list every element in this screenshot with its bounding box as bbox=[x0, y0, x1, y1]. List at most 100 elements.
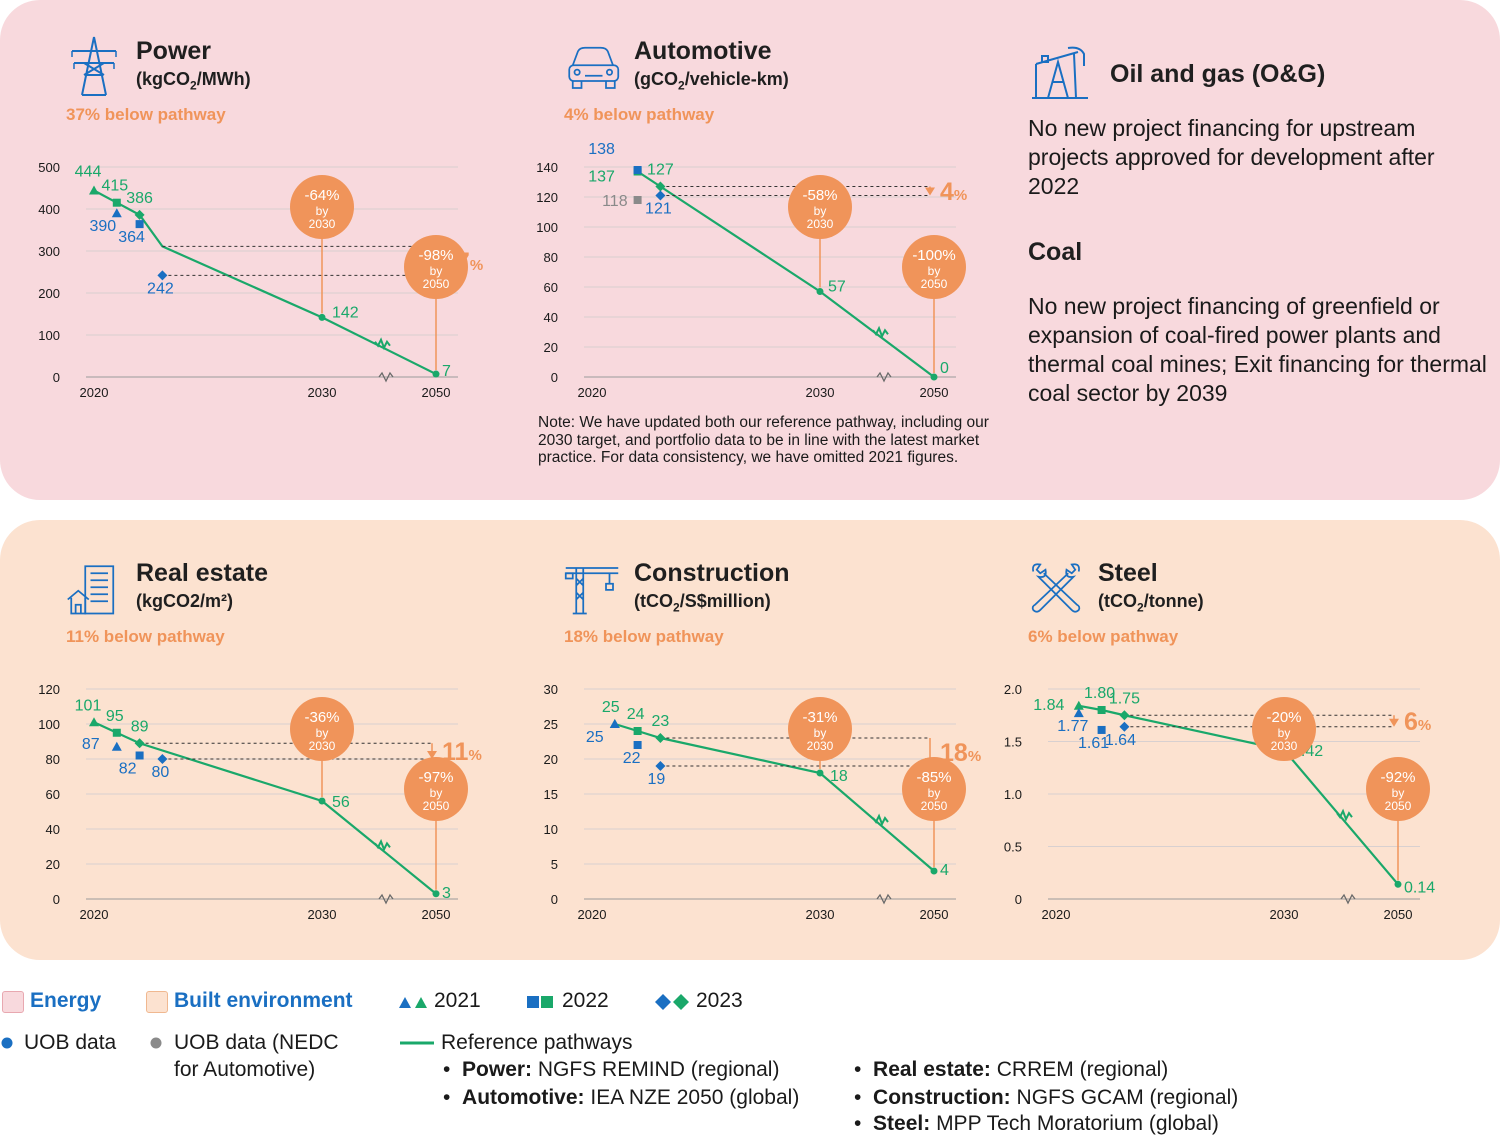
steel-ref-point bbox=[1394, 880, 1402, 888]
steel-chart: 2.0 1.5 1.0 0.5 0 2020 2030 2050 6% 1.84 1.801.75 1… bbox=[1004, 682, 1435, 922]
power-unit: (kgCO2/MWh) bbox=[136, 69, 251, 93]
construction-uob-point bbox=[655, 761, 666, 771]
steel-axis-break bbox=[1340, 893, 1356, 905]
automotive-y-tick: 120 bbox=[536, 190, 558, 205]
real-estate-ref-point bbox=[432, 890, 440, 898]
steel-ref-label: 0.14 bbox=[1404, 879, 1435, 896]
power-y-tick: 100 bbox=[38, 328, 60, 343]
automotive-ref-label: 127 bbox=[647, 162, 674, 179]
automotive-uob-point bbox=[655, 190, 666, 201]
real-estate-title: Real estate bbox=[136, 559, 269, 587]
legend-nedc-1: UOB data (NEDC bbox=[174, 1031, 339, 1054]
automotive-unit: (gCO2/vehicle-km) bbox=[634, 69, 789, 93]
construction-badge-by: by bbox=[928, 786, 941, 800]
power-badge-pct: -64% bbox=[304, 187, 339, 204]
construction-badge bbox=[902, 757, 966, 821]
automotive-ref-label: 57 bbox=[828, 279, 846, 296]
real-estate-badge bbox=[290, 697, 354, 761]
steel-badge-year: 2050 bbox=[1385, 799, 1412, 813]
automotive-ref-label: 137 bbox=[588, 169, 615, 186]
legend-nedc-dot bbox=[150, 1037, 162, 1049]
real-estate-ref-point bbox=[112, 728, 121, 737]
automotive-line-break bbox=[872, 325, 889, 339]
automotive-badge bbox=[902, 235, 966, 299]
legend-uob: UOB data bbox=[24, 1031, 117, 1054]
power-uob-label: 390 bbox=[89, 218, 116, 235]
construction-y-tick: 30 bbox=[544, 682, 558, 697]
real-estate-axis-break bbox=[378, 893, 394, 905]
og-text: No new project financing for upstream pr… bbox=[1028, 115, 1435, 199]
automotive-note: Note: We have updated both our reference… bbox=[538, 414, 989, 466]
automotive-chart: 140 120 100 80 60 40 20 0 2020 2030 2050 4% 137 127 57… bbox=[536, 141, 967, 400]
steel-badge-pct: -20% bbox=[1266, 709, 1301, 726]
real-estate-ref-label: 56 bbox=[332, 794, 350, 811]
real-estate-ref-label: 95 bbox=[106, 708, 124, 725]
automotive-y-tick: 140 bbox=[536, 160, 558, 175]
real-estate-badge-pct: -36% bbox=[304, 709, 339, 726]
car-icon bbox=[568, 46, 620, 89]
steel-ref-label: 1.75 bbox=[1109, 690, 1140, 707]
real-estate-y-tick: 40 bbox=[46, 822, 60, 837]
coal-title: Coal bbox=[1028, 238, 1083, 266]
steel-y-tick: 2.0 bbox=[1004, 682, 1022, 697]
real-estate-x-tick: 2050 bbox=[422, 907, 451, 922]
power-ref-label: 386 bbox=[126, 190, 153, 207]
construction-title: Construction bbox=[634, 559, 790, 587]
power-ref-point bbox=[318, 313, 326, 321]
construction-sector: Construction (tCO2/S$million) 18% below … bbox=[544, 557, 1024, 1027]
built-environment-panel bbox=[0, 520, 1500, 960]
power-y-tick: 300 bbox=[38, 244, 60, 259]
real-estate-x-tick: 2030 bbox=[308, 907, 337, 922]
construction-uob-point bbox=[633, 741, 642, 749]
power-ref-label: 415 bbox=[101, 178, 128, 195]
power-line-break bbox=[374, 337, 391, 351]
automotive-x-tick: 2020 bbox=[578, 385, 607, 400]
construction-y-tick: 10 bbox=[544, 822, 558, 837]
automotive-gap-value: 4% bbox=[940, 178, 967, 206]
real-estate-reference-line bbox=[93, 721, 437, 895]
legend-uob-dot bbox=[1, 1037, 13, 1049]
automotive-badge-year: 2030 bbox=[807, 217, 834, 231]
automotive-nedc-point bbox=[633, 196, 642, 204]
real-estate-uob-label: 82 bbox=[119, 761, 137, 778]
power-uob-point bbox=[111, 208, 122, 218]
steel-x-tick: 2050 bbox=[1384, 907, 1413, 922]
construction-ref-point bbox=[930, 867, 938, 875]
legend-source-real-estate: • Real estate: CRREM (regional) bbox=[854, 1058, 1169, 1081]
automotive-y-tick: 20 bbox=[544, 340, 558, 355]
steel-y-tick: 0.5 bbox=[1004, 840, 1022, 855]
power-chart: 500400300200100020202030205037%444415386… bbox=[38, 160, 483, 400]
power-ref-point bbox=[134, 209, 145, 220]
real-estate-badge-year: 2050 bbox=[423, 799, 450, 813]
construction-y-tick: 20 bbox=[544, 752, 558, 767]
automotive-x-tick: 2050 bbox=[920, 385, 949, 400]
legend-2023: 2023 bbox=[696, 989, 743, 1012]
steel-y-tick: 0 bbox=[1015, 892, 1022, 907]
crane-icon bbox=[564, 567, 619, 615]
automotive-x-tick: 2030 bbox=[806, 385, 835, 400]
legend-source-construction: • Construction: NGFS GCAM (regional) bbox=[854, 1086, 1239, 1109]
construction-badge-pct: -85% bbox=[916, 769, 951, 786]
automotive-sector: Automotive (gCO2/vehicle-km) 4% below pa… bbox=[536, 35, 1024, 505]
real-estate-ref-point bbox=[134, 738, 145, 749]
legend-source-steel: • Steel: MPP Tech Moratorium (global) bbox=[854, 1112, 1219, 1135]
legend-2023-markers bbox=[655, 994, 689, 1010]
power-x-tick: 2030 bbox=[308, 385, 337, 400]
automotive-ref-point bbox=[930, 373, 938, 381]
real-estate-y-tick: 120 bbox=[38, 682, 60, 697]
construction-badge-by: by bbox=[814, 726, 827, 740]
steel-ref-label: 1.80 bbox=[1084, 685, 1115, 702]
construction-ref-label: 24 bbox=[627, 706, 645, 723]
automotive-reference-line bbox=[636, 170, 935, 378]
construction-ref-point bbox=[655, 733, 666, 743]
legend-energy-swatch bbox=[2, 991, 24, 1013]
real-estate-badge bbox=[404, 757, 468, 821]
steel-uob-label: 1.61 bbox=[1078, 735, 1109, 752]
real-estate-line-break bbox=[374, 838, 391, 852]
power-uob-label: 242 bbox=[147, 280, 174, 297]
steel-ref-point bbox=[1097, 706, 1106, 714]
real-estate-y-tick: 0 bbox=[53, 892, 60, 907]
real-estate-badge-by: by bbox=[430, 786, 443, 800]
automotive-badge-year: 2050 bbox=[921, 277, 948, 291]
